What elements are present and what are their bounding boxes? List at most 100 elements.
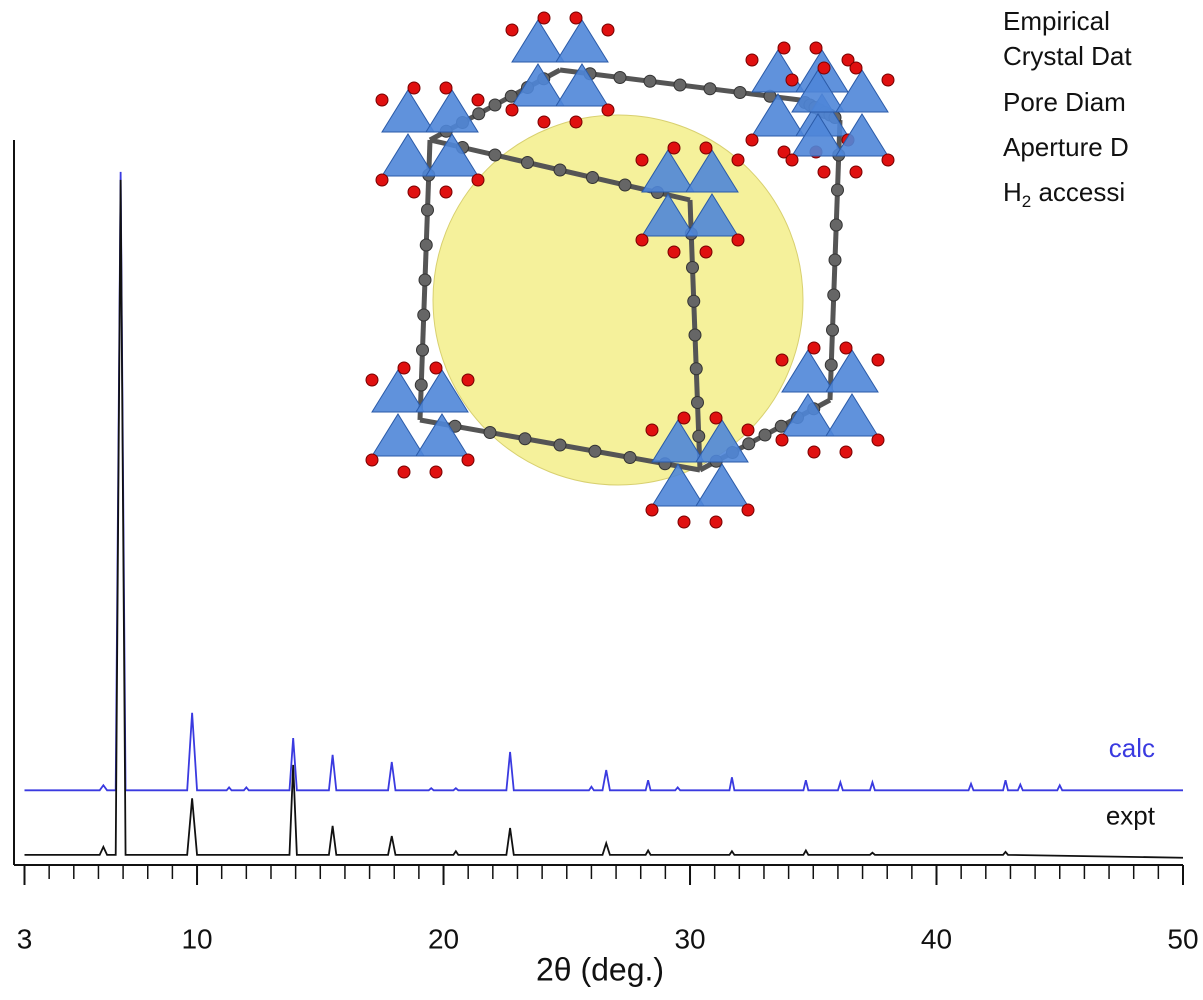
oxygen-atom <box>776 354 788 366</box>
metal-tetrahedron <box>512 20 564 62</box>
oxygen-atom <box>462 454 474 466</box>
oxygen-atom <box>810 42 822 54</box>
oxygen-atom <box>786 154 798 166</box>
carbon-atom <box>830 219 842 231</box>
oxygen-atom <box>742 424 754 436</box>
oxygen-atom <box>746 54 758 66</box>
oxygen-atom <box>818 62 830 74</box>
carbon-atom <box>690 363 702 375</box>
carbon-atom <box>704 83 716 95</box>
metal-tetrahedron <box>382 134 434 176</box>
oxygen-atom <box>700 246 712 258</box>
carbon-atom <box>589 445 601 457</box>
metal-tetrahedron <box>372 370 424 412</box>
carbon-atom <box>828 289 840 301</box>
carbon-atom <box>484 427 496 439</box>
info-text: accessi <box>1031 177 1125 207</box>
oxygen-atom <box>398 466 410 478</box>
info-line: Aperture D <box>1003 134 1129 160</box>
oxygen-atom <box>850 62 862 74</box>
carbon-atom <box>473 108 485 120</box>
info-line: Pore Diam <box>1003 89 1126 115</box>
info-line: Crystal Dat <box>1003 43 1132 69</box>
oxygen-atom <box>570 12 582 24</box>
page: {"chart_data": {"type": "line", "xlabel"… <box>0 0 1203 1000</box>
carbon-atom <box>689 329 701 341</box>
oxygen-atom <box>732 234 744 246</box>
x-tick-label: 50 <box>1167 923 1198 954</box>
oxygen-atom <box>602 104 614 116</box>
metal-tetrahedron <box>826 394 878 436</box>
oxygen-atom <box>776 434 788 446</box>
oxygen-atom <box>850 166 862 178</box>
oxygen-atom <box>440 186 452 198</box>
oxygen-atom <box>408 186 420 198</box>
oxygen-atom <box>602 24 614 36</box>
oxygen-atom <box>430 466 442 478</box>
oxygen-atom <box>472 94 484 106</box>
oxygen-atom <box>506 104 518 116</box>
metal-tetrahedron <box>752 50 804 92</box>
carbon-atom <box>554 164 566 176</box>
oxygen-atom <box>808 342 820 354</box>
carbon-atom <box>422 204 434 216</box>
info-line: Empirical <box>1003 8 1110 34</box>
oxygen-atom <box>872 434 884 446</box>
oxygen-atom <box>882 74 894 86</box>
carbon-atom <box>832 184 844 196</box>
carbon-atom <box>624 452 636 464</box>
oxygen-atom <box>678 516 690 528</box>
carbon-atom <box>734 87 746 99</box>
oxygen-atom <box>646 504 658 516</box>
oxygen-atom <box>430 362 442 374</box>
oxygen-atom <box>636 234 648 246</box>
carbon-atom <box>827 324 839 336</box>
carbon-atom <box>554 439 566 451</box>
carbon-atom <box>614 72 626 84</box>
framework-illustration <box>366 12 894 528</box>
x-tick-label: 20 <box>428 923 459 954</box>
oxygen-atom <box>778 42 790 54</box>
carbon-atom <box>489 99 501 111</box>
oxygen-atom <box>840 446 852 458</box>
info-text: H <box>1003 177 1022 207</box>
carbon-atom <box>418 309 430 321</box>
oxygen-atom <box>506 24 518 36</box>
carbon-atom <box>644 75 656 87</box>
carbon-atom <box>829 254 841 266</box>
oxygen-atom <box>668 142 680 154</box>
oxygen-atom <box>818 166 830 178</box>
oxygen-atom <box>882 154 894 166</box>
oxygen-atom <box>808 446 820 458</box>
oxygen-atom <box>538 12 550 24</box>
oxygen-atom <box>366 374 378 386</box>
oxygen-atom <box>408 82 420 94</box>
oxygen-atom <box>376 174 388 186</box>
x-tick-label: 10 <box>181 923 212 954</box>
carbon-atom <box>587 172 599 184</box>
oxygen-atom <box>840 342 852 354</box>
metal-tetrahedron <box>556 20 608 62</box>
oxygen-atom <box>678 412 690 424</box>
carbon-atom <box>693 430 705 442</box>
oxygen-atom <box>462 374 474 386</box>
oxygen-atom <box>472 174 484 186</box>
oxygen-atom <box>710 516 722 528</box>
series-label: calc <box>1109 733 1155 763</box>
carbon-atom <box>687 262 699 274</box>
x-tick-label: 40 <box>921 923 952 954</box>
info-line: H2 accessi <box>1003 179 1125 210</box>
oxygen-atom <box>742 504 754 516</box>
carbon-atom <box>743 438 755 450</box>
oxygen-atom <box>570 116 582 128</box>
oxygen-atom <box>700 142 712 154</box>
carbon-atom <box>417 344 429 356</box>
oxygen-atom <box>646 424 658 436</box>
oxygen-atom <box>440 82 452 94</box>
oxygen-atom <box>538 116 550 128</box>
oxygen-atom <box>636 154 648 166</box>
oxygen-atom <box>668 246 680 258</box>
oxygen-atom <box>786 74 798 86</box>
series-label: expt <box>1106 801 1156 831</box>
carbon-atom <box>692 397 704 409</box>
